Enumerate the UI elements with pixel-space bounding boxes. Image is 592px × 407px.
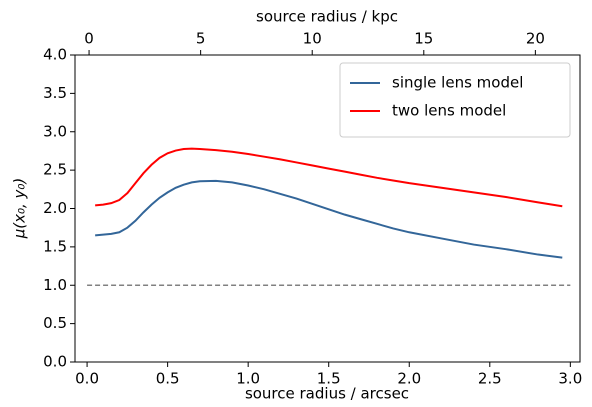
series-line xyxy=(95,147,563,208)
y-tick-label: 1.5 xyxy=(43,237,67,255)
y-tick-label: 0.5 xyxy=(43,314,67,332)
y-tick-label: 2.5 xyxy=(43,161,67,179)
x-tick-label: 2.5 xyxy=(478,370,502,388)
x-tick-label: 1.0 xyxy=(236,370,260,388)
x2-tick-label: 10 xyxy=(303,30,322,48)
y-tick-label: 4.0 xyxy=(43,46,67,64)
y-tick-label: 3.0 xyxy=(43,122,67,140)
legend-label: two lens model xyxy=(392,102,506,120)
legend-label: single lens model xyxy=(392,74,523,92)
x-tick-label: 3.0 xyxy=(558,370,582,388)
x-axis-label: source radius / arcsec xyxy=(245,385,409,403)
legend-box xyxy=(339,62,571,138)
x-tick-label: 0.5 xyxy=(156,370,180,388)
x2-tick-label: 5 xyxy=(196,30,206,48)
series-line xyxy=(95,179,563,259)
x-tick-label: 0.0 xyxy=(75,370,99,388)
y-axis-label: μ(x₀, y₀) xyxy=(11,178,29,240)
x2-tick-label: 15 xyxy=(414,30,433,48)
x2-axis-label: source radius / kpc xyxy=(256,8,398,26)
plot-frame xyxy=(74,54,581,363)
x-tick-label: 1.5 xyxy=(317,370,341,388)
y-tick-label: 1.0 xyxy=(43,276,67,294)
y-tick-label: 3.5 xyxy=(43,84,67,102)
y-tick-label: 0.0 xyxy=(43,353,67,371)
x2-tick-label: 0 xyxy=(84,30,94,48)
x-tick-label: 2.0 xyxy=(397,370,421,388)
x2-tick-label: 20 xyxy=(526,30,545,48)
y-tick-label: 2.0 xyxy=(43,199,67,217)
